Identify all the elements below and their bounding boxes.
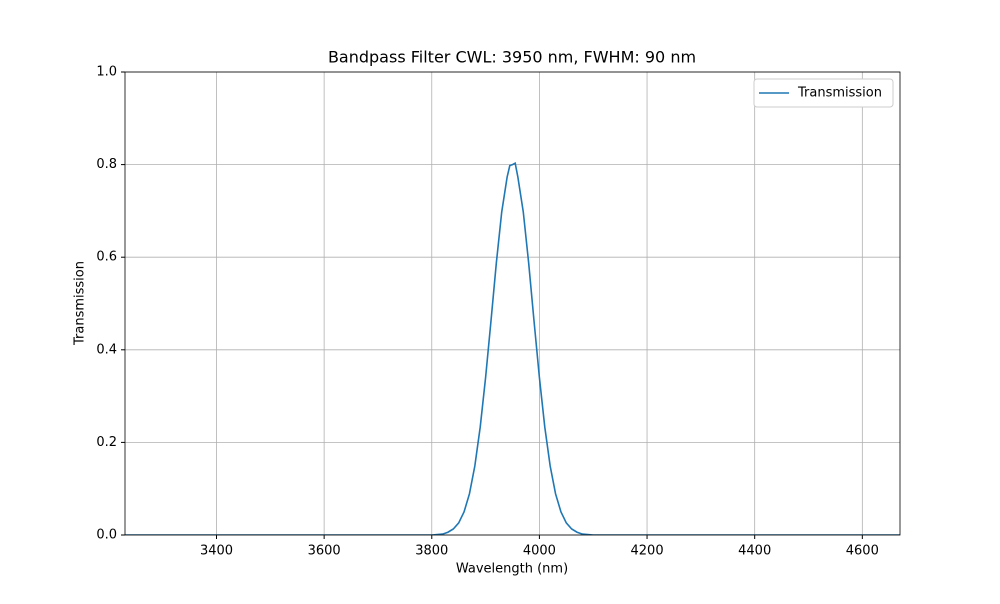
data-line: [125, 162, 900, 535]
chart-title: Bandpass Filter CWL: 3950 nm, FWHM: 90 n…: [328, 48, 696, 67]
x-tick-label: 4000: [523, 544, 556, 559]
y-tick-label: 0.2: [96, 435, 117, 450]
y-tick-label: 0.8: [96, 157, 117, 172]
legend-box: [753, 78, 894, 108]
x-tick-label: 3600: [308, 544, 341, 559]
x-axis-label: Wavelength (nm): [456, 562, 568, 577]
plot-frame: [124, 71, 901, 536]
x-tick-label: 4200: [631, 544, 664, 559]
x-tick-label: 3800: [415, 544, 448, 559]
y-tick-label: 0.6: [96, 250, 117, 265]
y-tick-label: 1.0: [96, 65, 117, 80]
x-tick-label: 4600: [846, 544, 879, 559]
x-tick-label: 3400: [200, 544, 233, 559]
y-axis-label: Transmission: [73, 261, 88, 346]
x-tick-label: 4400: [738, 544, 771, 559]
legend-label: Transmission: [797, 86, 882, 101]
y-tick-label: 0.0: [96, 528, 117, 543]
y-tick-label: 0.4: [96, 342, 117, 357]
